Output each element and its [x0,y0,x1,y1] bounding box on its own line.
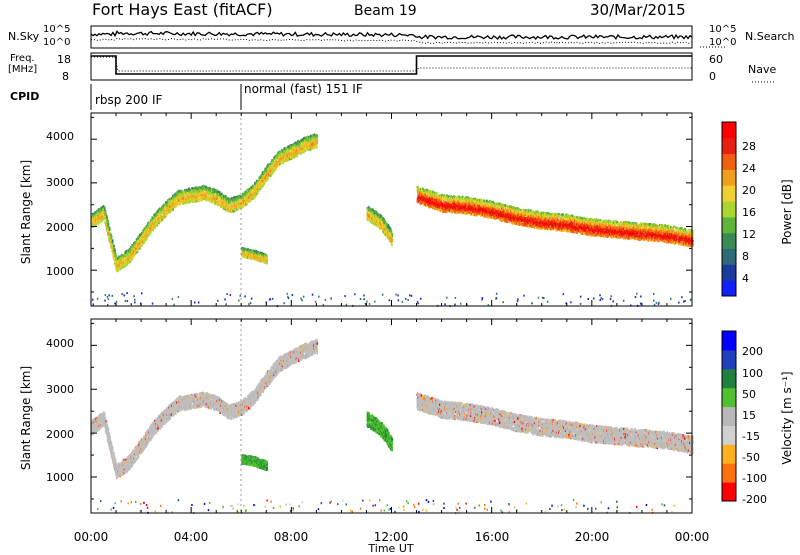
scatter-cell [172,208,174,210]
noise-search-trace [91,38,692,43]
scatter-cell [115,253,117,255]
scatter-cell [112,241,114,243]
freq-panel-frame [91,53,692,80]
scatter-cell [108,223,110,225]
scatter-cell [111,236,113,238]
scatter-cell [113,245,115,247]
scatter-cell [114,251,116,253]
scatter-cell [139,247,141,249]
scatter-cell [105,211,107,213]
scatter-cell [221,193,223,195]
noise-sky-trace [91,31,692,39]
nave-trace [91,57,692,71]
radar-plot [0,0,800,554]
scatter-cell [107,221,109,223]
scatter-cell [109,229,111,231]
scatter-cell [104,208,106,210]
scatter-cell [115,255,117,257]
power-scatter [91,134,694,308]
scatter-cell [148,234,150,236]
freq-trace [91,56,692,74]
noise-panel-frame [91,26,692,48]
